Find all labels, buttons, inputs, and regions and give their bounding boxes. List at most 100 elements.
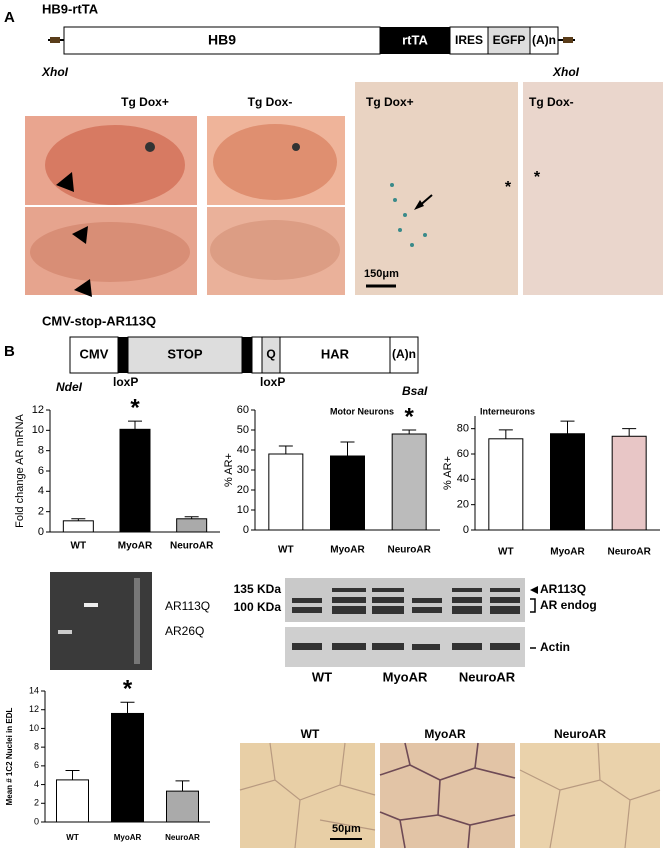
annotation: * [123, 676, 133, 703]
construct-title: HB9-rtTA [42, 1, 99, 16]
y-tick-label: 4 [38, 485, 44, 497]
arrowhead [530, 586, 538, 594]
stained-cells [390, 183, 427, 247]
chart-title: Interneurons [480, 406, 535, 416]
y-tick-label: 10 [29, 723, 39, 733]
element-label: (A)n [532, 33, 556, 47]
scale-bar-label: 150μm [364, 268, 399, 280]
y-tick-label: 20 [457, 499, 469, 511]
embryo [210, 220, 340, 280]
arrowhead [74, 279, 92, 297]
tissue-section [355, 82, 518, 295]
blot-bands [292, 588, 520, 650]
bar [330, 455, 365, 531]
y-tick-label: 2 [34, 798, 39, 808]
column-label: Tg Dox- [529, 95, 574, 109]
x-tick-label: NeuroAR [170, 541, 214, 552]
y-tick-label: 20 [237, 484, 249, 496]
x-tick-label: WT [498, 547, 514, 558]
y-tick-label: 6 [34, 760, 39, 770]
y-tick-label: 40 [457, 473, 469, 485]
scale-bar-label: 50μm [332, 823, 361, 835]
marker: * [505, 179, 512, 196]
y-tick-label: 4 [34, 779, 39, 789]
element-label: Q [266, 347, 275, 361]
element-box [69, 336, 119, 374]
loxp-box [118, 337, 128, 373]
y-tick-label: 14 [29, 685, 39, 695]
fiber-outlines [239, 742, 661, 849]
embryo [45, 125, 185, 205]
element-label: (A)n [392, 347, 416, 361]
x-tick-label: NeuroAR [607, 547, 651, 558]
embryo [213, 124, 337, 200]
y-tick-label: 10 [32, 424, 44, 436]
y-tick-label: 0 [34, 816, 39, 826]
fiber-outlines [379, 742, 516, 849]
element-label: STOP [167, 346, 202, 361]
blot [285, 627, 525, 667]
column-label: Tg Dox+ [366, 95, 414, 109]
element-box [487, 26, 531, 55]
site-label: loxP [113, 375, 138, 389]
error-bar [340, 441, 355, 456]
eye [292, 143, 300, 151]
x-tick-label: MyoAR [114, 833, 142, 842]
bar [56, 779, 89, 823]
band-label: Actin [540, 640, 570, 654]
marker-label: 135 KDa [234, 582, 282, 596]
error-bar [71, 518, 86, 521]
lane-label: MyoAR [383, 669, 428, 684]
loxp-box [242, 337, 252, 373]
element-label: IRES [455, 33, 483, 47]
eye [145, 142, 155, 152]
y-axis-label: % AR+ [442, 456, 454, 490]
lane-label: WT [312, 669, 332, 684]
panel-title: NeuroAR [554, 727, 606, 741]
x-tick-label: WT [278, 545, 294, 556]
site-label: XhoI [552, 65, 580, 79]
construct-title: CMV-stop-AR113Q [42, 313, 156, 328]
y-tick-label: 8 [38, 445, 44, 457]
x-tick-label: MyoAR [330, 545, 365, 556]
panel-title: WT [301, 727, 320, 741]
error-bar [184, 516, 199, 519]
error-bar [120, 701, 135, 714]
annotation: * [130, 395, 140, 422]
histology-image [520, 743, 660, 848]
column-label: Tg Dox+ [121, 95, 169, 109]
element-box [279, 336, 391, 374]
band-label: AR endog [540, 598, 597, 612]
spacer-box [251, 336, 263, 374]
embryo [30, 222, 190, 282]
band-label: AR26Q [165, 624, 204, 638]
y-tick-label: 0 [463, 524, 469, 536]
element-box [529, 26, 559, 55]
lane-label: NeuroAR [459, 669, 516, 684]
bar [62, 520, 94, 533]
histology-image [240, 743, 375, 848]
element-box [127, 336, 243, 374]
y-tick-label: 40 [237, 444, 249, 456]
y-tick-label: 60 [237, 404, 249, 416]
site-label: NdeI [56, 380, 83, 394]
error-bar [560, 420, 575, 434]
y-tick-label: 8 [34, 742, 39, 752]
bar [391, 433, 427, 531]
error-bar [622, 428, 637, 437]
site-label: XhoI [41, 65, 69, 79]
y-tick-label: 60 [457, 448, 469, 460]
tissue-section [523, 82, 663, 295]
site-marker [563, 37, 573, 43]
element-box [389, 336, 419, 374]
y-tick-label: 6 [38, 465, 44, 477]
bar [611, 435, 647, 531]
panel-title: MyoAR [424, 727, 466, 741]
error-bar [175, 780, 190, 792]
error-bar [498, 429, 513, 439]
bar [166, 790, 199, 823]
bar [488, 438, 524, 531]
site-marker [50, 37, 60, 43]
element-label: EGFP [493, 33, 526, 47]
blot [285, 578, 525, 622]
